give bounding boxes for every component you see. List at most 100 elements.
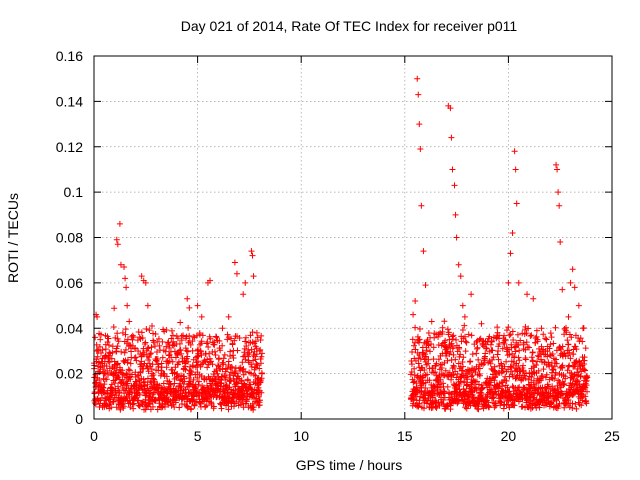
data-point	[210, 405, 217, 412]
data-point	[190, 363, 196, 370]
data-point	[503, 358, 510, 365]
data-point	[547, 341, 554, 348]
data-point	[409, 336, 416, 343]
data-point	[483, 344, 490, 351]
data-point	[487, 360, 494, 367]
data-point	[95, 347, 102, 354]
data-point	[101, 381, 108, 388]
data-point	[243, 343, 250, 350]
data-point	[550, 366, 557, 373]
data-point	[411, 342, 418, 349]
data-point	[584, 388, 591, 395]
data-point	[514, 384, 521, 391]
data-point	[233, 270, 240, 277]
data-point	[144, 345, 151, 352]
data-point	[185, 358, 192, 365]
data-point	[253, 329, 260, 336]
data-point	[190, 376, 197, 383]
data-point	[97, 336, 104, 343]
data-point	[566, 349, 573, 356]
data-point	[432, 369, 439, 376]
data-point	[160, 380, 167, 387]
data-point	[158, 384, 165, 391]
data-point	[250, 406, 257, 413]
data-point	[517, 337, 524, 344]
data-point	[182, 366, 189, 373]
data-point	[519, 376, 526, 383]
data-point	[256, 347, 263, 354]
data-point	[451, 182, 458, 189]
data-point	[489, 347, 496, 354]
data-point	[253, 345, 260, 352]
data-point	[556, 400, 563, 407]
data-point	[95, 359, 102, 366]
data-point	[107, 400, 114, 407]
data-point	[114, 383, 121, 390]
data-point	[242, 279, 249, 286]
data-point	[476, 365, 483, 372]
data-point	[102, 346, 109, 353]
y-tick-label: 0.06	[56, 275, 83, 291]
data-point	[461, 313, 468, 320]
data-point	[488, 338, 495, 345]
data-point	[507, 250, 514, 257]
data-point	[576, 358, 583, 365]
data-point	[146, 354, 153, 361]
data-point	[177, 319, 184, 326]
data-point	[562, 373, 569, 380]
data-point	[575, 302, 582, 309]
data-point	[417, 356, 424, 363]
data-point	[506, 388, 513, 395]
data-point	[421, 367, 428, 374]
data-point	[426, 377, 433, 384]
data-point	[523, 339, 530, 346]
x-axis-label: GPS time / hours	[296, 457, 403, 473]
data-point	[144, 302, 151, 309]
data-point	[163, 364, 170, 371]
data-point	[430, 369, 437, 376]
data-point	[424, 371, 431, 378]
data-point	[103, 376, 110, 383]
data-point	[230, 354, 237, 361]
data-point	[449, 166, 456, 173]
data-point	[541, 358, 548, 365]
data-point	[422, 282, 429, 289]
data-point	[229, 341, 236, 348]
data-point	[481, 353, 488, 360]
data-point	[113, 236, 120, 243]
data-point	[441, 318, 448, 325]
data-point	[206, 350, 213, 357]
data-point	[108, 355, 115, 362]
data-point	[500, 368, 507, 375]
data-point	[139, 335, 146, 342]
data-point	[474, 345, 481, 352]
y-tick-label: 0.02	[56, 366, 83, 382]
data-point	[472, 385, 479, 392]
data-point	[175, 373, 182, 380]
data-point	[412, 298, 419, 305]
data-point	[551, 375, 558, 382]
data-point	[226, 395, 233, 402]
data-point	[122, 346, 129, 353]
data-point	[507, 368, 514, 375]
data-points	[90, 75, 591, 413]
data-point	[96, 377, 103, 384]
data-point	[189, 397, 196, 404]
data-point	[501, 337, 508, 344]
data-point	[248, 361, 255, 368]
data-point	[168, 327, 175, 334]
data-point	[449, 333, 456, 340]
data-point	[511, 353, 518, 360]
data-point	[463, 382, 470, 389]
y-tick-label: 0.12	[56, 139, 83, 155]
data-point	[222, 376, 229, 383]
data-point	[126, 367, 133, 374]
data-point	[146, 360, 153, 367]
data-point	[171, 341, 178, 348]
data-point	[565, 396, 572, 403]
data-point	[155, 335, 162, 342]
data-point	[495, 347, 502, 354]
data-point	[529, 349, 536, 356]
data-point	[569, 392, 576, 399]
data-point	[411, 365, 418, 372]
